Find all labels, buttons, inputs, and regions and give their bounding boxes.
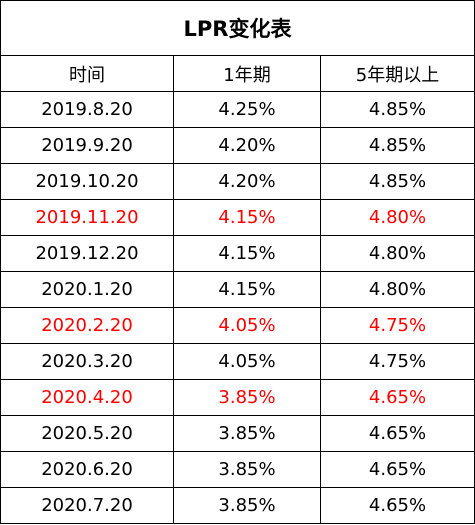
cell-five-year-rate: 4.85% (319, 163, 475, 200)
table-title: LPR变化表 (0, 0, 475, 56)
cell-date: 2019.12.20 (0, 235, 174, 272)
cell-one-year-rate: 3.85% (173, 451, 321, 488)
cell-date: 2019.9.20 (0, 127, 174, 164)
table-row: 2020.6.20 3.85% 4.65% (0, 451, 475, 488)
cell-date: 2020.7.20 (0, 487, 174, 524)
cell-date: 2020.6.20 (0, 451, 174, 488)
cell-one-year-rate: 4.20% (173, 127, 321, 164)
cell-date: 2020.5.20 (0, 415, 174, 452)
cell-five-year-rate: 4.75% (319, 307, 475, 344)
table-row: 2020.4.20 3.85% 4.65% (0, 379, 475, 416)
cell-one-year-rate: 4.05% (173, 307, 321, 344)
cell-five-year-rate: 4.85% (319, 91, 475, 128)
table-row: 2019.11.20 4.15% 4.80% (0, 199, 475, 236)
cell-one-year-rate: 4.15% (173, 235, 321, 272)
cell-date: 2020.4.20 (0, 379, 174, 416)
cell-five-year-rate: 4.85% (319, 127, 475, 164)
cell-five-year-rate: 4.80% (319, 271, 475, 308)
table-row: 2020.1.20 4.15% 4.80% (0, 271, 475, 308)
cell-one-year-rate: 4.15% (173, 199, 321, 236)
cell-one-year-rate: 3.85% (173, 487, 321, 524)
table-row: 2020.2.20 4.05% 4.75% (0, 307, 475, 344)
cell-one-year-rate: 3.85% (173, 379, 321, 416)
cell-one-year-rate: 4.25% (173, 91, 321, 128)
cell-five-year-rate: 4.80% (319, 199, 475, 236)
column-header-five-year: 5年期以上 (319, 55, 475, 92)
table-row: 2020.3.20 4.05% 4.75% (0, 343, 475, 380)
cell-five-year-rate: 4.65% (319, 415, 475, 452)
cell-date: 2020.3.20 (0, 343, 174, 380)
table-row: 2019.8.20 4.25% 4.85% (0, 91, 475, 128)
table-row: 2020.5.20 3.85% 4.65% (0, 415, 475, 452)
cell-date: 2019.10.20 (0, 163, 174, 200)
table-row: 2019.12.20 4.15% 4.80% (0, 235, 475, 272)
cell-one-year-rate: 4.20% (173, 163, 321, 200)
table-row: 2019.10.20 4.20% 4.85% (0, 163, 475, 200)
cell-date: 2019.11.20 (0, 199, 174, 236)
cell-one-year-rate: 4.15% (173, 271, 321, 308)
cell-five-year-rate: 4.65% (319, 487, 475, 524)
cell-date: 2019.8.20 (0, 91, 174, 128)
cell-date: 2020.1.20 (0, 271, 174, 308)
column-header-date: 时间 (0, 55, 174, 92)
cell-five-year-rate: 4.65% (319, 379, 475, 416)
table-row: 2020.7.20 3.85% 4.65% (0, 487, 475, 524)
column-header-one-year: 1年期 (173, 55, 321, 92)
cell-five-year-rate: 4.65% (319, 451, 475, 488)
cell-five-year-rate: 4.80% (319, 235, 475, 272)
table-title-row: LPR变化表 (0, 0, 475, 56)
cell-one-year-rate: 4.05% (173, 343, 321, 380)
cell-five-year-rate: 4.75% (319, 343, 475, 380)
table-header-row: 时间 1年期 5年期以上 (0, 55, 475, 92)
cell-date: 2020.2.20 (0, 307, 174, 344)
cell-one-year-rate: 3.85% (173, 415, 321, 452)
table-row: 2019.9.20 4.20% 4.85% (0, 127, 475, 164)
